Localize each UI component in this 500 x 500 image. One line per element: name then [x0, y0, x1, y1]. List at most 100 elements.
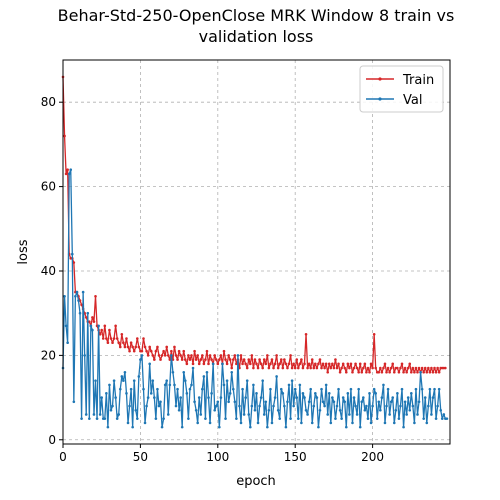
data-point-val	[236, 354, 240, 357]
data-point-train	[300, 358, 303, 361]
data-point-val	[111, 404, 114, 408]
data-point-val	[283, 404, 286, 408]
data-point-train	[149, 349, 153, 353]
data-point-val	[94, 379, 97, 383]
data-point-train	[382, 366, 385, 370]
data-point-val	[385, 404, 388, 408]
data-point-val	[160, 425, 164, 429]
data-point-val	[408, 408, 412, 412]
data-point-train	[338, 370, 342, 374]
data-point-train	[400, 362, 404, 366]
data-point-train	[231, 358, 235, 361]
data-point-train	[255, 362, 258, 366]
data-point-train	[196, 354, 199, 357]
data-point-train	[101, 337, 105, 340]
data-point-train	[108, 328, 111, 332]
data-point-train	[411, 366, 415, 370]
data-point-train	[310, 358, 314, 361]
data-point-val	[252, 383, 255, 387]
series-layer	[61, 75, 449, 429]
data-point-train	[264, 362, 268, 366]
data-point-val	[208, 421, 212, 425]
data-point-val	[105, 392, 108, 395]
data-point-val	[258, 404, 261, 408]
series-val	[61, 168, 449, 429]
data-point-train	[131, 345, 134, 349]
data-point-train	[289, 354, 292, 357]
data-point-val	[340, 417, 343, 420]
data-point-val	[128, 404, 131, 408]
data-point-val	[346, 392, 350, 395]
data-point-train	[396, 366, 399, 370]
data-point-val	[157, 404, 161, 408]
data-point-train	[259, 362, 263, 366]
data-point-val	[115, 417, 119, 420]
data-point-train	[389, 366, 393, 370]
data-point-val	[433, 387, 436, 391]
chart-title-line-1: Behar-Std-250-OpenClose MRK Window 8 tra…	[58, 6, 455, 25]
data-point-val	[382, 383, 385, 387]
data-point-train	[166, 354, 170, 357]
data-point-val	[261, 379, 264, 383]
data-point-val	[84, 413, 88, 416]
data-point-val	[436, 404, 439, 408]
data-point-val	[108, 383, 111, 387]
data-point-val	[402, 425, 405, 429]
data-point-val	[326, 413, 330, 416]
data-point-train	[360, 370, 364, 374]
data-point-val	[337, 387, 340, 391]
data-point-val	[338, 408, 342, 412]
data-point-val	[306, 413, 309, 416]
data-point-val	[386, 387, 390, 391]
data-point-val	[439, 408, 443, 412]
data-point-train	[423, 366, 427, 370]
data-point-train	[183, 358, 187, 361]
data-point-val	[182, 370, 186, 374]
data-point-train	[210, 358, 213, 361]
data-point-train	[235, 362, 238, 366]
data-point-train	[258, 358, 261, 361]
data-point-train	[245, 366, 249, 370]
data-point-val	[227, 400, 230, 404]
data-point-val	[383, 421, 387, 425]
data-point-train	[222, 349, 226, 353]
data-point-val	[315, 396, 319, 399]
data-point-val	[78, 311, 82, 315]
data-point-train	[369, 362, 373, 366]
data-point-train	[405, 370, 408, 374]
data-point-val	[222, 383, 226, 387]
data-point-val	[430, 413, 433, 416]
data-point-val	[437, 387, 441, 391]
data-point-val	[153, 396, 156, 399]
data-point-train	[98, 332, 102, 336]
data-point-train	[278, 362, 282, 366]
data-point-train	[154, 349, 158, 353]
data-point-val	[295, 396, 299, 399]
data-point-val	[394, 408, 398, 412]
data-point-train	[295, 358, 299, 361]
data-point-train	[354, 362, 357, 366]
data-point-val	[428, 387, 432, 391]
data-point-train	[213, 354, 216, 357]
data-point-train	[416, 370, 419, 374]
data-point-train	[146, 354, 150, 357]
data-point-val	[132, 379, 136, 383]
data-point-val	[266, 425, 269, 429]
data-point-train	[397, 370, 401, 374]
data-point-val	[143, 421, 147, 425]
data-point-train	[272, 366, 275, 370]
data-point-val	[148, 362, 151, 366]
data-point-val	[301, 392, 305, 395]
data-point-train	[205, 349, 209, 353]
data-point-val	[122, 379, 125, 383]
data-point-val	[83, 354, 86, 357]
data-point-val	[317, 425, 320, 429]
data-point-val	[434, 417, 438, 420]
data-point-train	[317, 362, 320, 366]
data-point-val	[303, 396, 306, 399]
data-point-val	[197, 396, 201, 399]
data-point-train	[176, 358, 179, 361]
data-point-train	[437, 370, 441, 374]
data-point-val	[431, 396, 435, 399]
data-point-val	[300, 421, 303, 425]
